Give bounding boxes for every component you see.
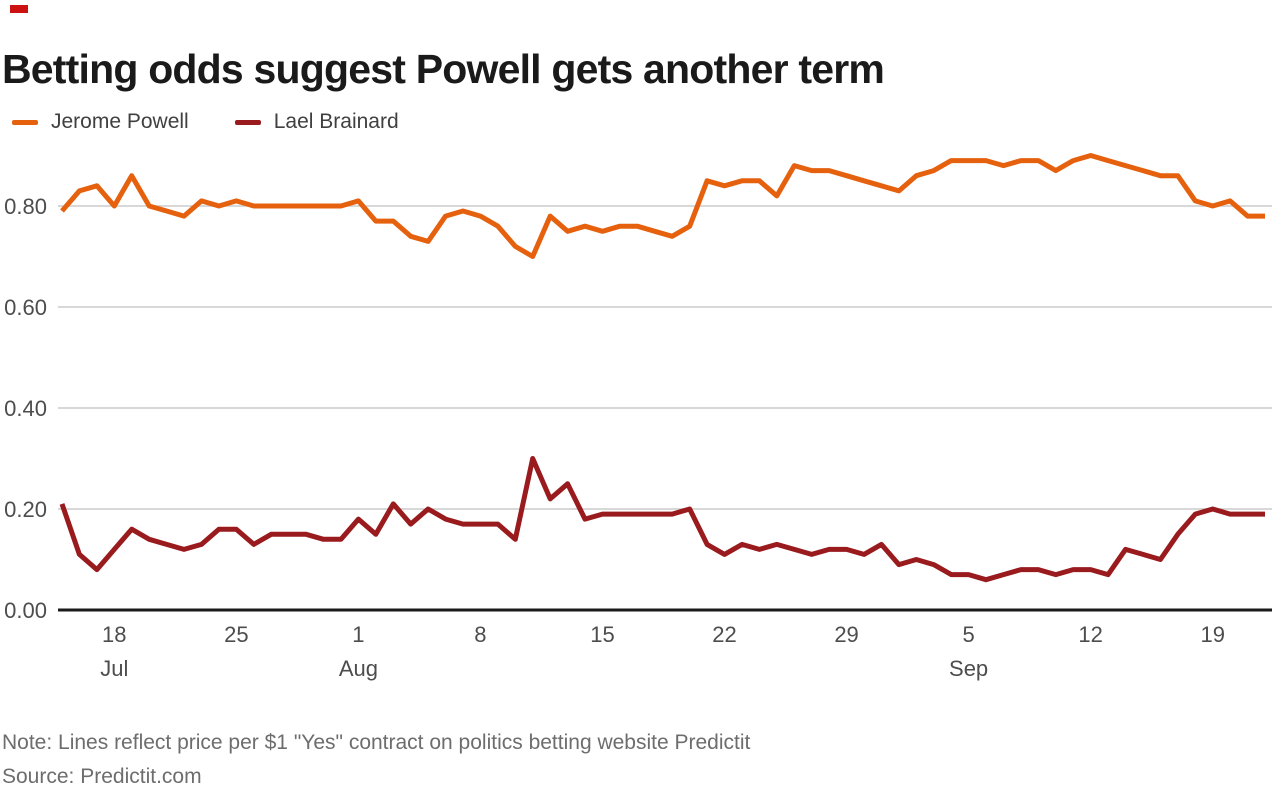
x-tick-label: 22	[712, 622, 736, 647]
month-label: Aug	[339, 656, 378, 681]
y-tick-label: 0.40	[4, 396, 47, 421]
x-tick-label: 18	[102, 622, 126, 647]
chart-source: Source: Predictit.com	[2, 765, 202, 788]
series-line-jerome-powell	[60, 153, 1265, 259]
legend: Jerome Powell Lael Brainard	[12, 110, 445, 134]
y-tick-label: 0.60	[4, 295, 47, 320]
y-tick-label: 0.20	[4, 497, 47, 522]
powell-line-swatch-icon	[12, 119, 38, 125]
series-line-lael-brainard	[59, 456, 1265, 583]
month-label: Sep	[949, 656, 988, 681]
x-tick-label: 15	[590, 622, 614, 647]
legend-label-powell: Jerome Powell	[51, 110, 189, 133]
x-tick-label: 29	[834, 622, 858, 647]
month-label: Jul	[100, 656, 128, 681]
legend-item-brainard: Lael Brainard	[234, 110, 399, 134]
x-tick-label: 25	[224, 622, 248, 647]
x-tick-label: 1	[352, 622, 364, 647]
reuters-logo-mark	[10, 5, 28, 13]
y-tick-label: 0.80	[4, 194, 47, 219]
x-tick-label: 8	[474, 622, 486, 647]
y-tick-label: 0.00	[4, 598, 47, 623]
x-tick-label: 19	[1200, 622, 1224, 647]
page-title: Betting odds suggest Powell gets another…	[2, 46, 885, 93]
x-tick-label: 5	[962, 622, 974, 647]
legend-item-powell: Jerome Powell	[12, 110, 189, 134]
legend-label-brainard: Lael Brainard	[273, 110, 399, 133]
x-tick-label: 12	[1078, 622, 1102, 647]
brainard-line-swatch-icon	[234, 119, 261, 125]
chart-note: Note: Lines reflect price per $1 "Yes" c…	[2, 731, 751, 754]
price-line-chart: 0.00 0.20 0.40 0.60 0.80 18 Jul 25 1 Aug 8 15 22 29 5 S…	[4, 153, 1272, 681]
